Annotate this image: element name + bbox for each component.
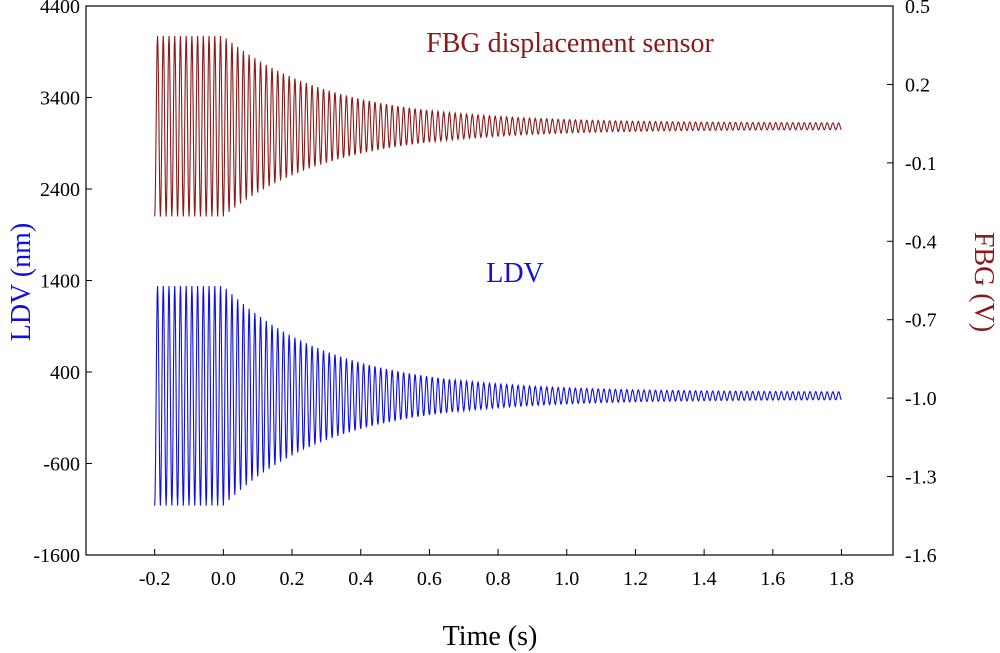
x-tick-label: 0.6: [417, 568, 442, 590]
y-left-tick-label: 1400: [40, 271, 80, 293]
y-left-tick-label: 3400: [40, 88, 80, 110]
x-tick-label: -0.2: [139, 568, 171, 590]
y-left-tick-label: -600: [43, 454, 80, 476]
y-right-tick-label: -1.0: [905, 388, 937, 410]
x-tick-label: 1.6: [760, 568, 785, 590]
y-left-tick-label: 400: [50, 362, 80, 384]
x-tick-label: 0.2: [280, 568, 305, 590]
series-label-fbg: FBG displacement sensor: [426, 28, 714, 59]
y-right-tick-label: -1.6: [905, 545, 937, 567]
series-line-fbg: [154, 36, 842, 217]
x-tick-label: 1.0: [554, 568, 579, 590]
y-left-axis-ticks: -1600 -600 400 1400 2400 3400 4400: [33, 0, 92, 567]
y-right-tick-label: -0.7: [905, 310, 937, 332]
series-line-ldv: [154, 285, 842, 506]
x-axis-title: Time (s): [443, 621, 538, 652]
y-right-tick-label: 0.2: [905, 74, 930, 96]
y-left-axis-title: LDV (nm): [6, 223, 37, 341]
x-tick-label: 0.0: [211, 568, 236, 590]
x-axis-ticks: -0.2 0.0 0.2 0.4 0.6 0.8 1.0 1.2 1.4 1.6 1.8: [139, 549, 854, 590]
y-right-tick-label: -1.3: [905, 467, 937, 489]
y-left-tick-label: -1600: [33, 545, 80, 567]
y-left-tick-label: 2400: [40, 179, 80, 201]
series-label-ldv: LDV: [486, 258, 544, 289]
y-right-tick-label: 0.5: [905, 0, 930, 18]
x-tick-label: 1.8: [829, 568, 854, 590]
x-tick-label: 0.4: [348, 568, 373, 590]
y-right-tick-label: -0.4: [905, 231, 937, 253]
x-tick-label: 1.4: [692, 568, 717, 590]
x-tick-label: 1.2: [623, 568, 648, 590]
x-tick-label: 0.8: [486, 568, 511, 590]
y-left-tick-label: 4400: [40, 0, 80, 18]
y-right-axis-ticks: -1.6 -1.3 -1.0 -0.7 -0.4 -0.1 0.2 0.5: [887, 0, 937, 567]
y-right-axis-title: FBG (V): [968, 232, 999, 332]
y-right-tick-label: -0.1: [905, 153, 937, 175]
